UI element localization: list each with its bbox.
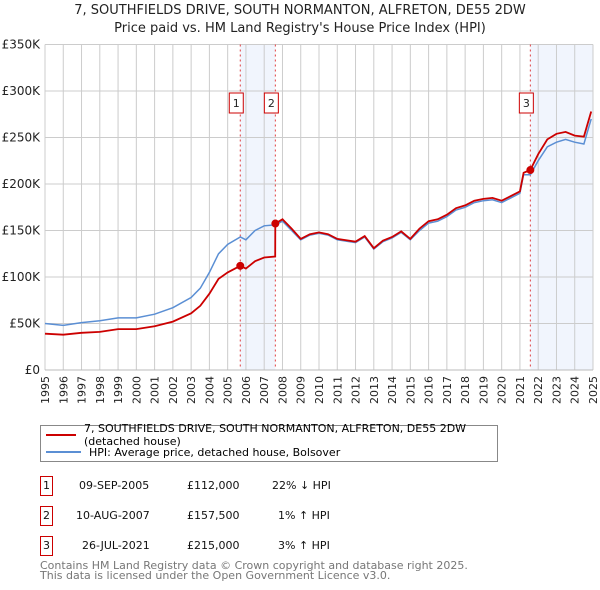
sale-point	[271, 219, 280, 228]
sale-marker-box: 3	[518, 92, 534, 114]
x-tick-label: 2023	[550, 376, 563, 404]
hpi-line	[44, 118, 592, 327]
x-tick-label: 2005	[222, 376, 235, 404]
sale-marker-rect	[228, 92, 244, 114]
x-tick-label: 2004	[203, 376, 216, 404]
x-tick-label: 2022	[532, 376, 545, 404]
y-tick-label: £100K	[2, 270, 42, 284]
sale-date: 26-JUL-2021	[82, 539, 150, 552]
x-tick-label: 2014	[386, 376, 399, 404]
sale-price: £112,000	[187, 479, 240, 492]
sale-marker-label: 3	[40, 536, 53, 556]
y-tick-label: £300K	[2, 84, 42, 98]
chart-title: 7, SOUTHFIELDS DRIVE, SOUTH NORMANTON, A…	[74, 3, 526, 18]
x-tick-label: 2013	[368, 376, 381, 404]
x-tick-label: 2010	[313, 376, 326, 404]
y-tick-label: £0	[25, 363, 40, 377]
legend-item-hpi: HPI: Average price, detached house, Bols…	[41, 444, 340, 460]
sale-marker-box: 2	[263, 92, 279, 114]
x-tick-label: 2002	[167, 376, 180, 404]
y-tick-label: £200K	[2, 177, 42, 191]
sale-point	[526, 166, 535, 175]
sale-hpi-diff: 22% ↓ HPI	[272, 479, 331, 492]
footer-copyright: Contains HM Land Registry data © Crown c…	[40, 559, 468, 572]
x-tick-label: 2009	[295, 376, 308, 404]
x-tick-label: 1995	[39, 376, 52, 404]
y-tick-label: £150K	[2, 224, 42, 238]
x-tick-label: 2024	[569, 376, 582, 404]
x-tick-label: 2000	[130, 376, 143, 404]
sale-hpi-diff: 3% ↑ HPI	[278, 539, 330, 552]
x-tick-label: 2006	[240, 376, 253, 404]
sale-marker-label: 2	[40, 506, 53, 526]
x-tick-label: 2003	[185, 376, 198, 404]
x-tick-label: 1999	[112, 376, 125, 404]
x-tick-label: 2019	[477, 376, 490, 404]
chart-subtitle: Price paid vs. HM Land Registry's House …	[114, 21, 486, 36]
legend-item-property: 7, SOUTHFIELDS DRIVE, SOUTH NORMANTON, A…	[41, 422, 497, 448]
sale-marker-number: 1	[233, 97, 240, 110]
x-tick-label: 2018	[459, 376, 472, 404]
y-tick-label: £50K	[9, 317, 41, 331]
sale-date: 09-SEP-2005	[79, 479, 150, 492]
x-tick-label: 1996	[57, 376, 70, 404]
sale-marker-rect	[518, 92, 534, 114]
x-tick-label: 2017	[441, 376, 454, 404]
price-paid-line	[44, 111, 593, 336]
sale-date: 10-AUG-2007	[76, 509, 150, 522]
x-tick-label: 2007	[258, 376, 271, 404]
legend-swatch-hpi	[46, 451, 81, 453]
sale-price: £157,500	[187, 509, 240, 522]
x-tick-label: 2008	[276, 376, 289, 404]
sale-marker-number: 3	[523, 97, 530, 110]
sale-marker-rect	[263, 92, 279, 114]
x-tick-label: 1997	[76, 376, 89, 404]
x-tick-label: 1998	[94, 376, 107, 404]
y-tick-label: £350K	[2, 38, 42, 52]
x-tick-label: 2016	[423, 376, 436, 404]
sale-point	[236, 261, 245, 270]
x-tick-label: 2021	[514, 376, 527, 404]
legend-label-hpi: HPI: Average price, detached house, Bols…	[89, 445, 341, 459]
shade-sale-3	[530, 44, 593, 370]
y-tick-label: £250K	[2, 131, 42, 145]
sale-marker-number: 2	[268, 97, 275, 110]
plot-area: 1995 1996 1997 1998 1999 2000 2001 2002 2003 2004…	[2, 38, 600, 405]
x-tick-label: 2001	[149, 376, 162, 404]
x-tick-label: 2020	[496, 376, 509, 404]
footer: Contains HM Land Registry data © Crown c…	[40, 559, 468, 582]
x-tick-label: 2015	[404, 376, 417, 404]
x-tick-label: 2012	[350, 376, 363, 404]
x-tick-label: 2011	[331, 376, 344, 404]
legend-swatch-property	[46, 434, 76, 436]
legend: 7, SOUTHFIELDS DRIVE, SOUTH NORMANTON, A…	[40, 422, 498, 462]
sale-marker-box: 1	[228, 92, 244, 114]
x-tick-label: 2025	[587, 376, 600, 404]
sale-marker-label: 1	[40, 476, 53, 496]
sale-hpi-diff: 1% ↑ HPI	[278, 509, 330, 522]
sale-price: £215,000	[187, 539, 240, 552]
legend-label-property: 7, SOUTHFIELDS DRIVE, SOUTH NORMANTON, A…	[83, 422, 467, 448]
footer-licence: This data is licensed under the Open Gov…	[40, 569, 391, 582]
